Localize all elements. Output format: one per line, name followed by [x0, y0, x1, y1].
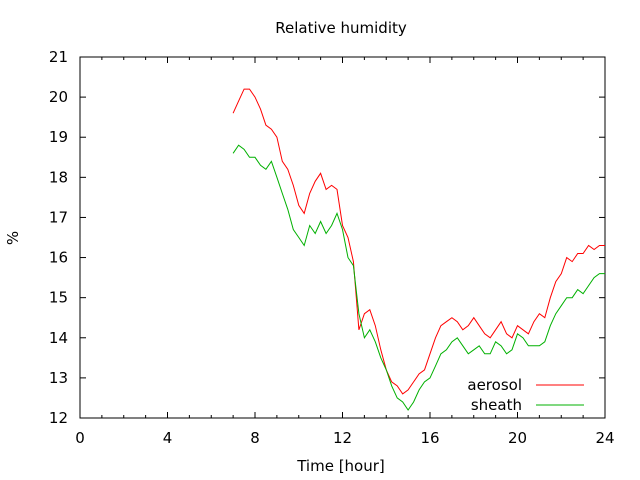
y-tick-label: 20 [49, 88, 68, 106]
series-layer [232, 88, 605, 411]
legend-label-sheath: sheath [471, 396, 522, 414]
y-tick-label: 13 [49, 369, 68, 387]
y-tick-label: 12 [49, 409, 68, 427]
chart-title: Relative humidity [275, 19, 407, 37]
x-tick-label: 4 [163, 429, 173, 447]
plot-border [79, 56, 606, 419]
y-tick-label: 16 [49, 249, 68, 267]
y-axis-label: % [4, 231, 22, 245]
x-tick-label: 12 [333, 429, 352, 447]
y-tick-label: 17 [49, 208, 68, 226]
legend-label-aerosol: aerosol [467, 376, 522, 394]
series-line-sheath [232, 144, 605, 411]
y-axis: 12 13 14 15 16 17 18 19 20 21 [49, 48, 605, 427]
series-line-aerosol [232, 88, 605, 395]
x-tick-label: 24 [595, 429, 614, 447]
x-axis: 0 4 8 12 16 20 24 [75, 57, 615, 447]
y-tick-label: 15 [49, 289, 68, 307]
x-axis-label: Time [hour] [296, 457, 385, 475]
plot-area [79, 56, 606, 419]
y-tick-label: 18 [49, 168, 68, 186]
y-tick-label: 14 [49, 329, 68, 347]
legend: aerosol sheath [467, 376, 584, 414]
x-tick-label: 16 [420, 429, 439, 447]
x-tick-label: 8 [250, 429, 260, 447]
y-tick-label: 21 [49, 48, 68, 66]
y-tick-label: 19 [49, 128, 68, 146]
x-tick-label: 0 [75, 429, 85, 447]
x-tick-label: 20 [508, 429, 527, 447]
